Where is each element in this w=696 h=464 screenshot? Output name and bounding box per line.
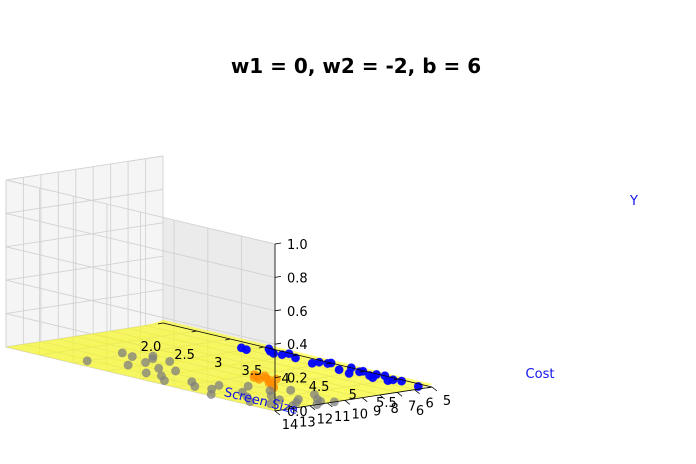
z-tick-label: 0.2 (287, 372, 308, 387)
x-tick-mark (191, 330, 197, 333)
data-point (214, 380, 224, 390)
y-tick-mark (379, 394, 385, 400)
x-tick-label: 4.5 (309, 380, 330, 395)
tick-labels: 2.02.533.544.555.565678910111213140.00.2… (141, 238, 451, 433)
z-tick-label: 0.0 (287, 405, 308, 420)
data-point (241, 345, 251, 355)
y-tick-label: 12 (317, 413, 334, 428)
y-tick-label: 13 (299, 415, 316, 430)
data-point (190, 381, 200, 391)
z-tick-label: 0.4 (287, 338, 308, 353)
y-tick-mark (361, 397, 368, 402)
y-tick-mark (396, 392, 403, 397)
y-tick-label: 5 (443, 394, 451, 409)
data-point (397, 376, 407, 386)
x-tick-mark (292, 354, 298, 357)
x-tick-mark (359, 370, 365, 373)
data-point (334, 365, 344, 375)
grid-line-z (5, 155, 276, 245)
x-tick-mark (225, 338, 231, 341)
z-tick-mark (274, 342, 282, 345)
data-point (141, 368, 151, 378)
z-tick-label: 1.0 (287, 238, 308, 253)
data-point (123, 360, 133, 370)
grid-line-z (5, 188, 276, 278)
data-point (344, 368, 354, 378)
data-point (368, 373, 378, 383)
y-tick-mark (414, 389, 420, 394)
data-point (154, 363, 164, 373)
data-point (159, 376, 169, 386)
data-point (171, 366, 181, 376)
x-tick-label: 3 (214, 356, 222, 371)
data-point (148, 354, 158, 364)
y-tick-mark (292, 408, 298, 413)
data-point (309, 389, 319, 399)
z-tick-mark (274, 242, 282, 245)
data-point (307, 358, 317, 368)
side-pane (6, 156, 163, 347)
x-tick-label: 6 (416, 404, 424, 419)
data-point (165, 356, 175, 366)
y-tick-label: 7 (408, 399, 416, 414)
x-tick-mark (426, 386, 433, 389)
z-tick-label: 0.6 (287, 305, 308, 320)
grid-line-z (5, 222, 276, 312)
x-tick-label: 4 (281, 372, 289, 387)
z-tick-label: 0.8 (287, 271, 308, 286)
y-tick-label: 10 (352, 407, 369, 422)
data-point (127, 352, 137, 362)
x-tick-label: 2.0 (141, 340, 162, 355)
z-tick-mark (274, 409, 282, 412)
y-tick-mark (431, 386, 438, 392)
data-point (206, 389, 216, 399)
z-axis-label: Y (629, 194, 638, 209)
y-tick-label: 11 (334, 410, 351, 425)
data-point (245, 397, 255, 407)
x-tick-label: 2.5 (174, 348, 195, 363)
y-tick-mark (344, 400, 351, 405)
z-tick-mark (274, 276, 282, 278)
y-axis-label: Cost (526, 367, 555, 382)
y-tick-mark (327, 402, 333, 408)
x-tick-mark (258, 346, 264, 349)
data-point (82, 356, 92, 366)
x-tick-label: 5.5 (376, 396, 397, 411)
z-tick-mark (274, 309, 282, 312)
data-point (286, 385, 296, 395)
chart-title: w1 = 0, w2 = -2, b = 6 (231, 54, 481, 78)
data-point (141, 357, 151, 367)
grid-line-z (5, 255, 276, 345)
x-tick-mark (157, 322, 164, 325)
x-tick-mark (326, 362, 332, 365)
axis-lines (157, 242, 438, 416)
x-tick-label: 5 (349, 388, 357, 403)
y-axis-line (274, 386, 433, 412)
y-tick-label: 6 (425, 397, 433, 412)
data-point (117, 348, 127, 358)
y-tick-label: 9 (373, 405, 381, 420)
y-tick-label: 14 (282, 418, 299, 433)
y-tick-mark (274, 410, 281, 416)
y-tick-mark (309, 405, 316, 410)
x-tick-label: 3.5 (242, 364, 263, 379)
data-point (243, 381, 253, 391)
data-point (249, 372, 259, 382)
z-tick-mark (274, 376, 282, 378)
x-tick-mark (393, 378, 399, 381)
y-tick-label: 8 (391, 402, 399, 417)
